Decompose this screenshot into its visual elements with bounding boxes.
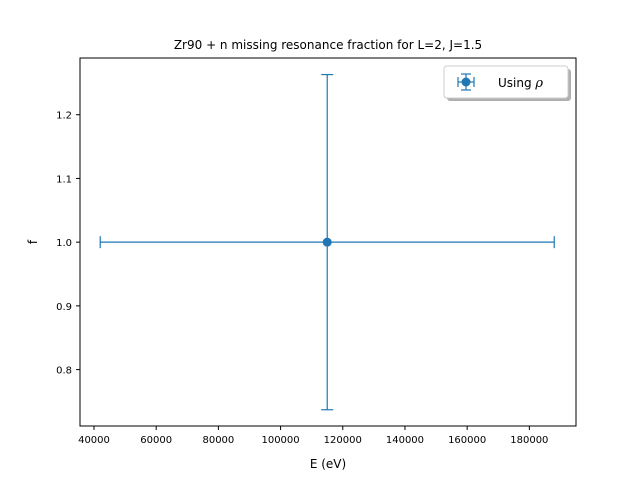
x-axis-label: E (eV) xyxy=(310,457,346,471)
data-point xyxy=(322,237,332,247)
x-tick-label: 120000 xyxy=(324,435,362,446)
legend-label: Using ρ xyxy=(498,76,543,91)
x-tick-label: 180000 xyxy=(510,435,548,446)
y-tick-label: 1.2 xyxy=(56,111,72,122)
chart-title: Zr90 + n missing resonance fraction for … xyxy=(174,38,482,52)
legend: Using ρ xyxy=(443,65,571,101)
y-tick-label: 0.9 xyxy=(56,302,72,313)
x-tick-label: 100000 xyxy=(261,435,299,446)
legend-marker xyxy=(461,77,471,87)
y-tick-label: 1.1 xyxy=(56,174,72,185)
x-tick-label: 80000 xyxy=(202,435,234,446)
y-tick-label: 0.8 xyxy=(56,366,72,377)
legend-box xyxy=(443,65,569,99)
plot-area xyxy=(99,73,555,411)
x-tick-label: 140000 xyxy=(386,435,424,446)
x-tick-label: 40000 xyxy=(78,435,110,446)
y-axis-label: f xyxy=(26,239,40,244)
y-tick-label: 1.0 xyxy=(56,238,72,249)
x-tick-label: 60000 xyxy=(140,435,172,446)
x-tick-label: 160000 xyxy=(448,435,486,446)
axes: 40000 60000 80000 100000 120000 140000 160000 1… xyxy=(56,57,577,446)
